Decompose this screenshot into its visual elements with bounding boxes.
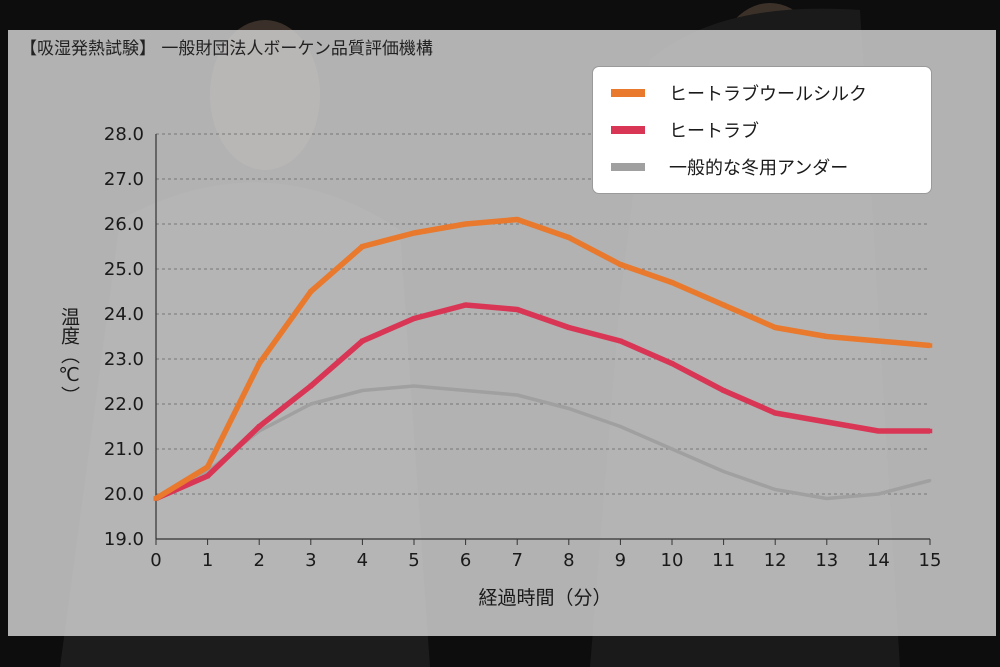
y-tick-label: 22.0 bbox=[104, 394, 144, 415]
data-point-0 bbox=[308, 289, 314, 294]
legend-item-woolsilk: ヒートラブウールシルク bbox=[611, 79, 867, 107]
legend: ヒートラブウールシルク ヒートラブ 一般的な冬用アンダー bbox=[592, 66, 932, 194]
data-point-0 bbox=[566, 235, 572, 240]
data-point-2 bbox=[361, 389, 364, 392]
data-point-1 bbox=[463, 302, 468, 308]
series-line-1 bbox=[154, 302, 930, 502]
data-point-1 bbox=[618, 338, 623, 344]
legend-item-heatlove: ヒートラブ bbox=[611, 116, 759, 144]
y-tick-label: 19.0 bbox=[104, 529, 144, 550]
data-point-2 bbox=[619, 425, 622, 428]
legend-swatch-woolsilk bbox=[611, 89, 645, 97]
data-point-2 bbox=[722, 470, 725, 473]
series-line-2 bbox=[155, 384, 931, 501]
data-point-1 bbox=[205, 473, 210, 479]
data-point-0 bbox=[824, 334, 830, 339]
data-point-0 bbox=[669, 280, 675, 285]
data-point-2 bbox=[928, 479, 932, 482]
data-point-2 bbox=[309, 402, 313, 406]
data-point-0 bbox=[927, 343, 933, 348]
data-point-2 bbox=[464, 389, 467, 392]
data-point-2 bbox=[515, 393, 519, 397]
y-tick-label: 27.0 bbox=[104, 169, 144, 190]
x-axis-label: 経過時間（分） bbox=[478, 587, 612, 609]
data-point-1 bbox=[824, 419, 830, 425]
data-point-0 bbox=[721, 302, 726, 308]
data-point-0 bbox=[360, 244, 365, 249]
data-point-1 bbox=[411, 316, 417, 321]
data-point-2 bbox=[206, 470, 209, 473]
x-tick-label: 12 bbox=[764, 550, 787, 571]
series-lines bbox=[153, 216, 933, 502]
data-point-1 bbox=[514, 307, 520, 312]
y-tick-label: 20.0 bbox=[104, 484, 144, 505]
data-point-2 bbox=[567, 407, 571, 410]
x-tick-label: 13 bbox=[815, 550, 838, 571]
y-tick-label: 25.0 bbox=[104, 259, 144, 280]
y-axis-label: 温度（℃） bbox=[58, 307, 80, 405]
data-point-2 bbox=[825, 497, 829, 500]
data-point-1 bbox=[721, 388, 726, 393]
series-line-0 bbox=[154, 216, 931, 501]
x-tick-label: 8 bbox=[563, 550, 574, 571]
y-tick-label: 24.0 bbox=[104, 304, 144, 325]
data-point-2 bbox=[773, 488, 777, 491]
x-tick-label: 6 bbox=[460, 550, 471, 571]
legend-swatch-heatlove bbox=[611, 126, 645, 134]
x-tick-label: 7 bbox=[511, 550, 522, 571]
data-point-0 bbox=[514, 217, 520, 222]
data-point-1 bbox=[669, 361, 675, 366]
x-tick-label: 5 bbox=[408, 550, 419, 571]
data-point-0 bbox=[463, 221, 468, 227]
data-point-1 bbox=[772, 410, 778, 416]
data-point-0 bbox=[256, 361, 262, 366]
x-tick-label: 4 bbox=[357, 550, 368, 571]
legend-item-winter-under: 一般的な冬用アンダー bbox=[611, 153, 848, 181]
data-point-2 bbox=[412, 384, 416, 388]
data-point-0 bbox=[153, 496, 159, 501]
data-point-1 bbox=[360, 338, 365, 344]
data-point-1 bbox=[927, 428, 933, 434]
legend-label-woolsilk: ヒートラブウールシルク bbox=[669, 84, 867, 105]
data-point-1 bbox=[256, 424, 262, 429]
data-point-0 bbox=[618, 262, 623, 267]
data-point-0 bbox=[772, 325, 778, 330]
y-tick-label: 23.0 bbox=[104, 349, 144, 370]
y-tick-label: 21.0 bbox=[104, 439, 144, 460]
x-tick-label: 9 bbox=[615, 550, 626, 571]
data-point-1 bbox=[876, 428, 881, 434]
y-tick-label: 26.0 bbox=[104, 214, 144, 235]
data-point-2 bbox=[670, 447, 674, 451]
x-tick-label: 11 bbox=[712, 550, 735, 571]
data-point-1 bbox=[566, 325, 572, 330]
x-tick-label: 3 bbox=[305, 550, 316, 571]
y-tick-label: 28.0 bbox=[104, 124, 144, 145]
legend-swatch-winter-under bbox=[611, 163, 645, 171]
data-point-0 bbox=[876, 338, 881, 344]
data-point-0 bbox=[411, 230, 417, 236]
x-tick-label: 0 bbox=[150, 550, 161, 571]
x-tick-label: 2 bbox=[253, 550, 264, 571]
data-point-1 bbox=[308, 383, 314, 389]
x-tick-label: 10 bbox=[661, 550, 684, 571]
data-point-2 bbox=[257, 429, 261, 433]
source-note: 【吸湿発熱試験】 一般財団法人ボーケン品質評価機構 bbox=[20, 39, 433, 59]
x-tick-label: 1 bbox=[202, 550, 213, 571]
legend-label-heatlove: ヒートラブ bbox=[669, 121, 759, 142]
data-point-0 bbox=[205, 464, 210, 470]
data-point-2 bbox=[877, 492, 880, 496]
legend-label-winter-under: 一般的な冬用アンダー bbox=[669, 158, 849, 179]
tick-labels: 19.0 20.0 21.0 22.0 23.0 24.0 25.0 26.0 27.0 28.0… bbox=[104, 124, 942, 571]
x-tick-label: 14 bbox=[867, 550, 890, 571]
x-tick-label: 15 bbox=[919, 550, 942, 571]
axes bbox=[155, 134, 931, 545]
